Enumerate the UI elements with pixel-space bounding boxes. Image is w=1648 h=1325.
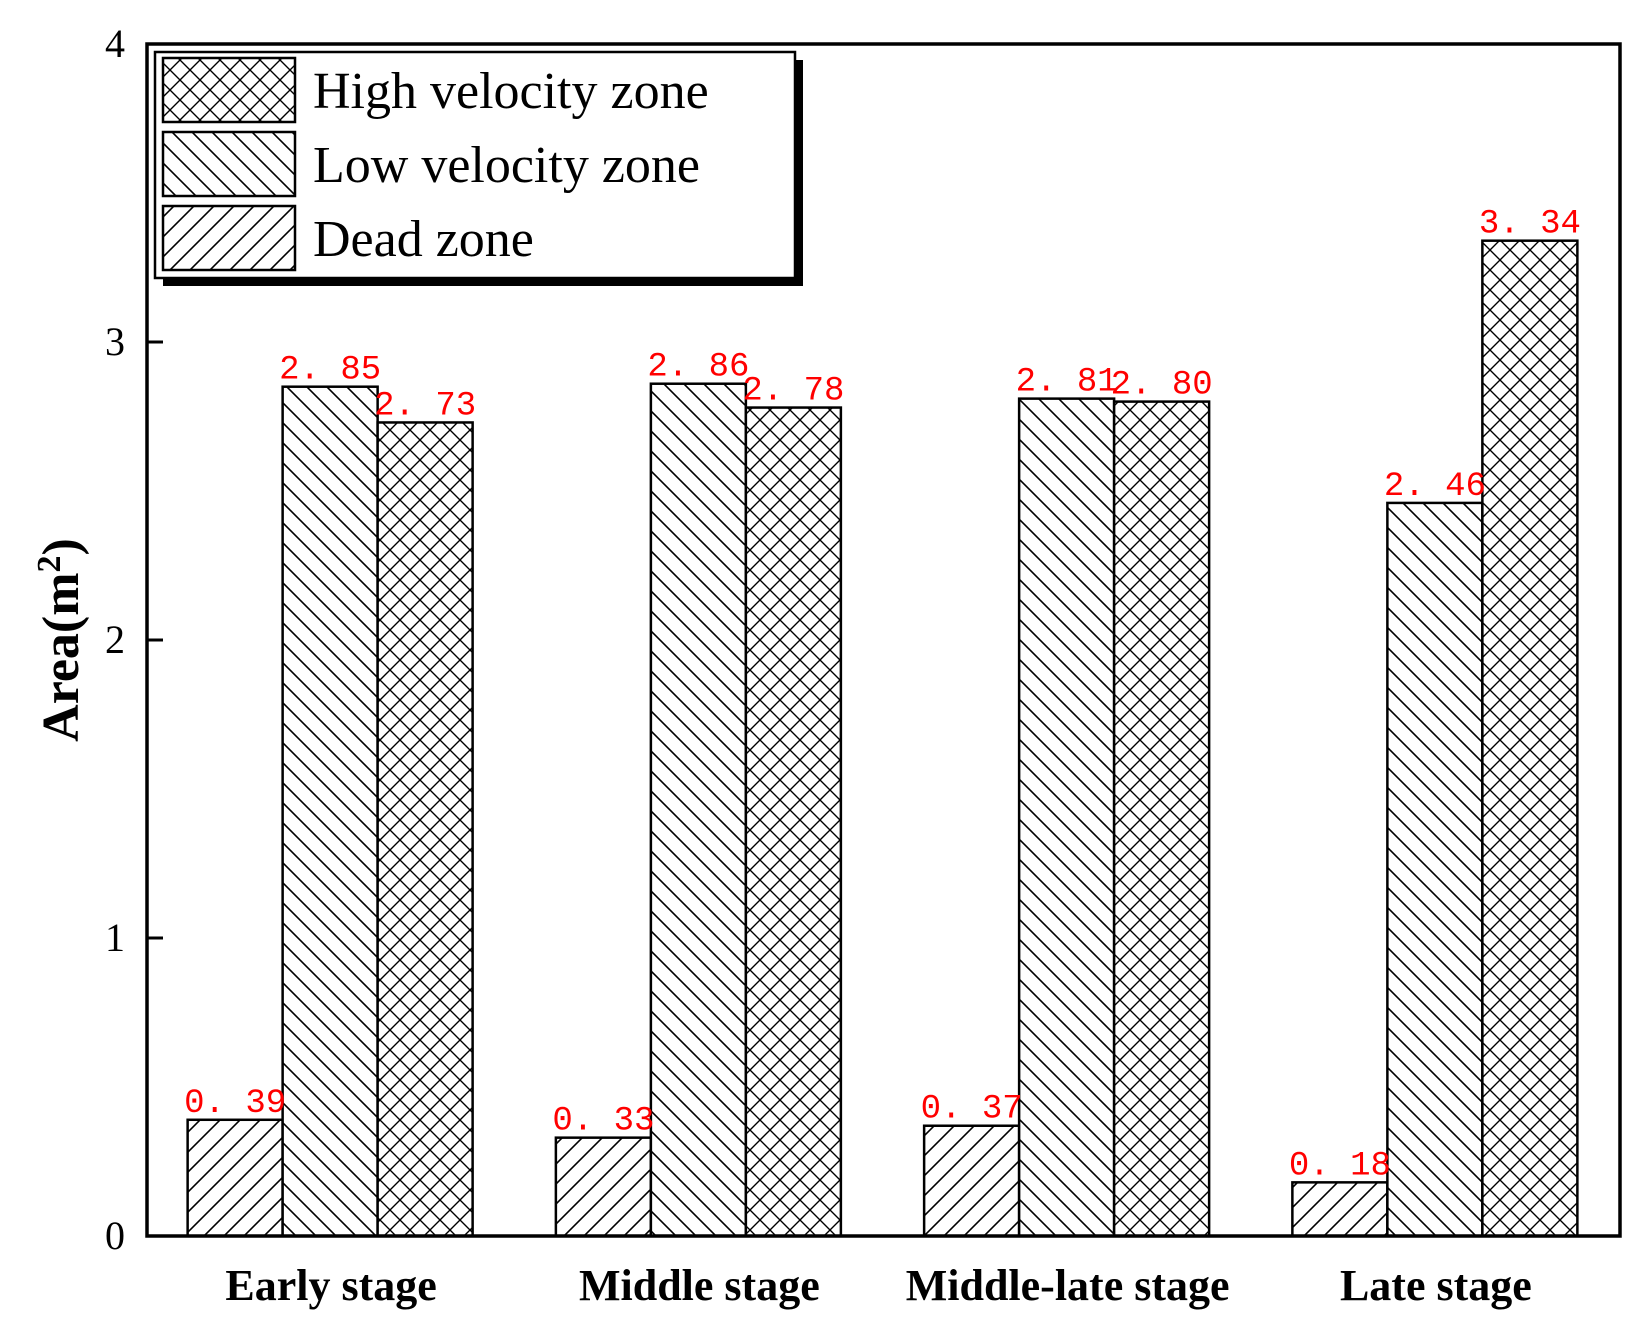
data-label: 2. 81 [1016,364,1118,402]
bars-layer [186,239,1579,1238]
legend-swatch [161,130,297,198]
y-axis-title-text: Area(m [33,572,90,741]
data-label: 2. 73 [374,387,476,425]
data-label: 0. 37 [921,1091,1023,1129]
legend-label: Dead zone [313,211,534,268]
bar-dead-zone [186,1118,284,1238]
y-tick-label: 2 [105,617,125,662]
bar-low-velocity-zone [1017,397,1116,1238]
data-label: 0. 18 [1289,1147,1391,1185]
x-axis: Early stage Middle stage Middle-late stage… [225,1261,1531,1310]
legend: High velocity zone Low velocity zone Dead … [153,50,803,286]
bar-dead-zone [1291,1181,1389,1238]
y-tick-label: 3 [105,319,125,364]
x-category-label: Late stage [1340,1261,1532,1310]
x-category-label: Middle stage [579,1261,820,1310]
data-label: 2. 80 [1111,367,1213,405]
bar-low-velocity-zone [281,385,379,1238]
legend-swatch [161,56,297,124]
bar-dead-zone [554,1136,653,1238]
x-category-label: Middle-late stage [906,1261,1230,1310]
data-label: 3. 34 [1479,206,1581,244]
y-axis-title-close: ) [33,538,90,555]
data-label: 2. 85 [279,352,381,390]
bar-high-velocity-zone [376,421,474,1238]
y-axis-title-superscript: 2 [31,555,68,572]
x-category-label: Early stage [225,1261,436,1310]
data-label: 2. 46 [1384,468,1486,506]
y-tick-label: 0 [105,1213,125,1258]
y-tick-label: 4 [105,21,125,66]
legend-swatch [161,204,297,272]
data-label: 0. 33 [552,1103,654,1141]
bar-low-velocity-zone [1386,501,1484,1238]
y-axis-title: Area(m2) [31,538,90,742]
data-label: 2. 86 [647,349,749,387]
legend-label: High velocity zone [313,63,709,120]
legend-label: Low velocity zone [313,137,700,194]
y-axis: 0 1 2 3 4 [105,21,163,1258]
data-label: 2. 78 [742,373,844,411]
bar-high-velocity-zone [1481,239,1579,1238]
bar-low-velocity-zone [649,382,748,1238]
bar-dead-zone [922,1124,1021,1238]
bar-high-velocity-zone [1112,400,1211,1238]
bar-high-velocity-zone [744,406,843,1238]
data-label: 0. 39 [184,1085,286,1123]
y-tick-label: 1 [105,915,125,960]
data-labels-layer: 0. 39 2. 852. 73 0. 33 2. 862. 78 0. 37 2. 81… [184,206,1581,1186]
